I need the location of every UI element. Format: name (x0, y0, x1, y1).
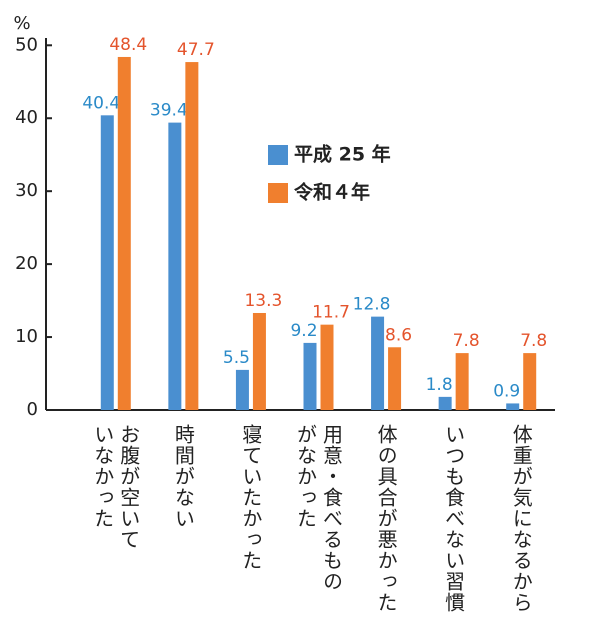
y-tick-label: 30 (15, 180, 38, 201)
bar (456, 353, 469, 410)
bar (168, 123, 181, 410)
value-label: 1.8 (426, 375, 453, 395)
value-label: 40.4 (82, 93, 120, 113)
bar (321, 325, 334, 410)
bar (236, 370, 249, 410)
bar (253, 313, 266, 410)
x-tick-label: 体の具合が悪かった (373, 424, 399, 613)
y-tick-label: 10 (15, 326, 38, 347)
bar (523, 353, 536, 410)
y-axis-unit: % (13, 13, 30, 34)
legend-swatch (268, 145, 288, 165)
legend-label: 平成 25 年 (294, 143, 391, 166)
y-tick-label: 0 (27, 399, 38, 420)
value-label: 13.3 (244, 291, 282, 311)
chart: % 0102030405040.448.439.447.75.513.39.21… (0, 0, 615, 643)
value-label: 8.6 (385, 325, 412, 345)
value-label: 48.4 (109, 35, 147, 55)
bar (371, 317, 384, 410)
x-tick-label: 体重が気になるから (508, 424, 534, 613)
value-label: 47.7 (177, 40, 215, 60)
bar (388, 347, 401, 410)
bar (118, 57, 131, 410)
x-tick-label: 寝ていたかった (238, 424, 264, 571)
value-label: 12.8 (353, 295, 391, 315)
y-tick-label: 40 (15, 107, 38, 128)
x-tick-label: お腹が空いて いなかった (90, 424, 142, 550)
y-tick-label: 20 (15, 253, 38, 274)
value-label: 7.8 (520, 331, 547, 351)
value-label: 7.8 (453, 331, 480, 351)
y-tick-label: 50 (15, 34, 38, 55)
x-tick-label: 時間がない (170, 424, 196, 529)
legend-swatch (268, 183, 288, 203)
bar (185, 62, 198, 410)
bar (101, 115, 114, 410)
bar (439, 397, 452, 410)
value-label: 39.4 (150, 101, 188, 121)
x-tick-label: いつも食べない習慣 (441, 424, 467, 613)
value-label: 5.5 (223, 348, 250, 368)
legend-label: 令和４年 (294, 181, 370, 204)
value-label: 11.7 (312, 303, 350, 323)
value-label: 9.2 (290, 321, 317, 341)
bar (506, 403, 519, 410)
x-tick-label: 用意・食べるもの がなかった (293, 424, 345, 592)
value-label: 0.9 (493, 381, 520, 401)
bar (304, 343, 317, 410)
